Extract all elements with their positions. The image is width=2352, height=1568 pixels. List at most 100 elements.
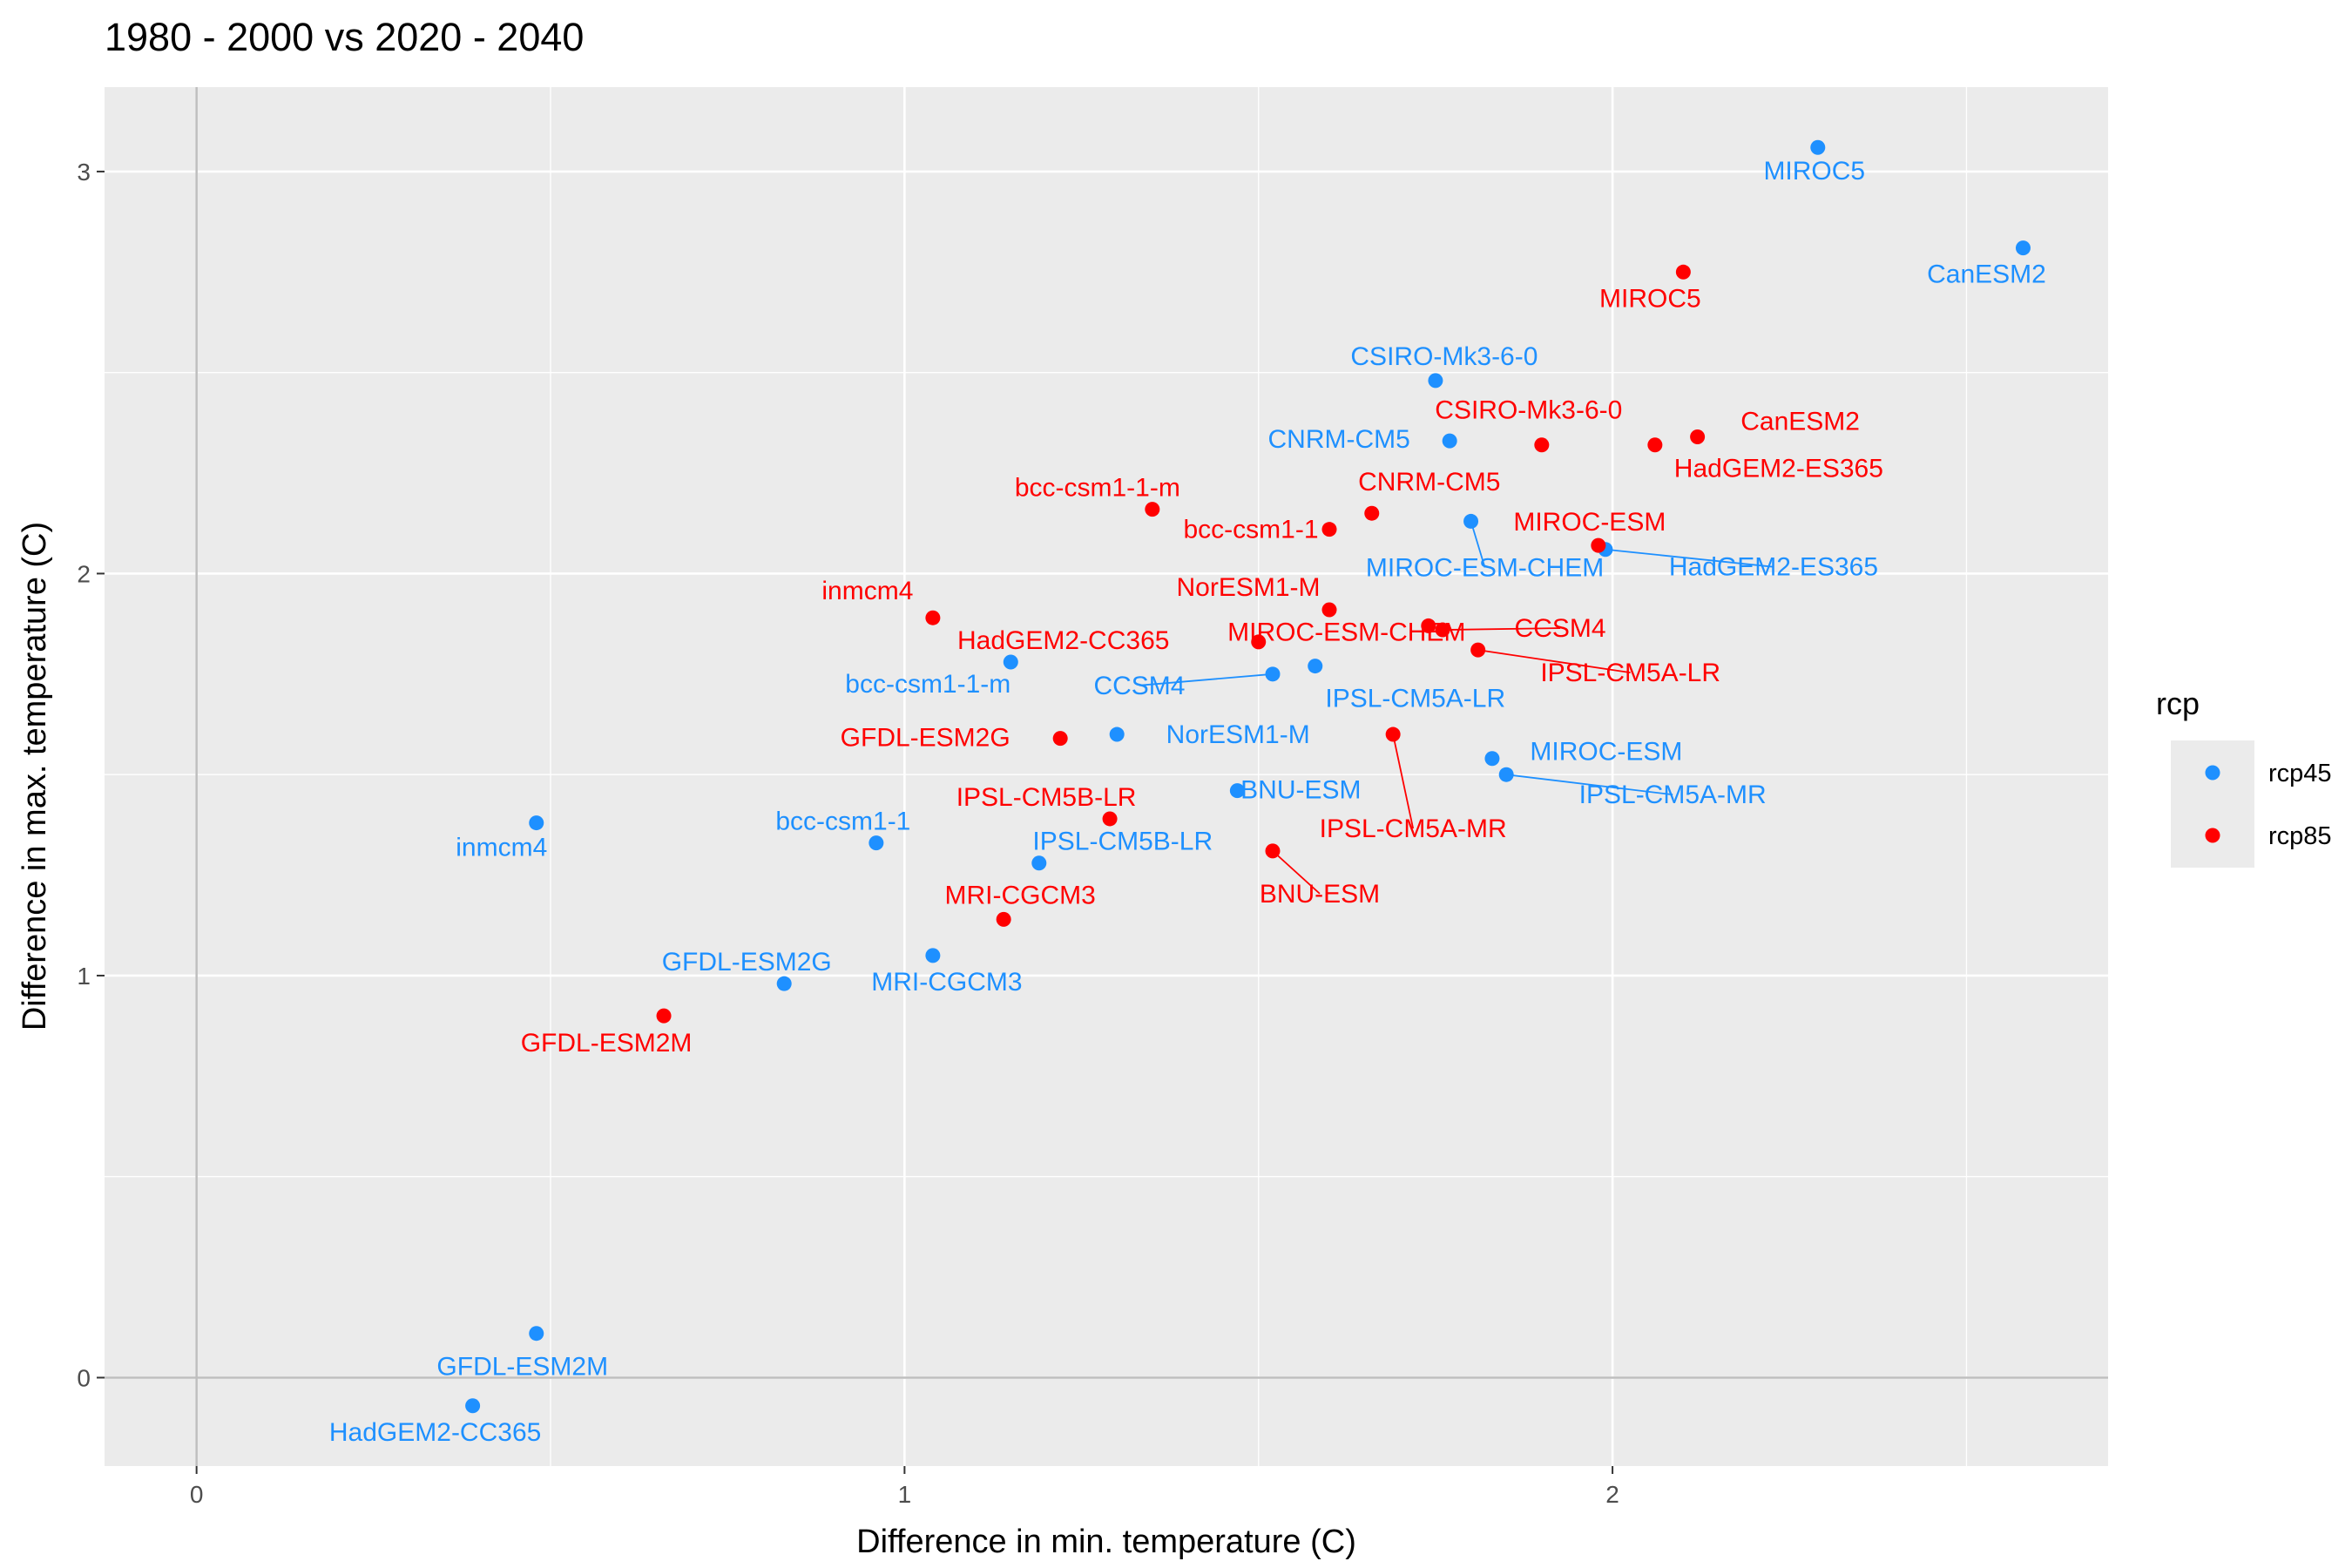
legend-key-background — [2171, 740, 2254, 868]
data-point-rcp45 — [1442, 433, 1457, 449]
point-label-rcp45: GFDL-ESM2G — [662, 948, 832, 977]
x-tick-label: 2 — [1605, 1481, 1619, 1508]
plot-panel — [105, 87, 2108, 1466]
data-point-rcp45 — [465, 1398, 481, 1414]
point-label-rcp45: HadGEM2-CC365 — [329, 1418, 541, 1447]
point-label-rcp45: inmcm4 — [456, 834, 547, 862]
point-label-rcp85: HadGEM2-ES365 — [1674, 455, 1883, 483]
point-label-rcp45: CCSM4 — [1093, 672, 1185, 700]
label-leader-line — [1392, 733, 1415, 829]
point-label-rcp85: CCSM4 — [1515, 614, 1606, 643]
data-point-rcp45 — [1265, 666, 1281, 682]
minor-gridlines — [105, 87, 2108, 1466]
data-point-rcp45 — [1031, 855, 1047, 871]
data-point-rcp85 — [1690, 429, 1706, 445]
label-leader-line — [1272, 850, 1321, 895]
point-label-rcp85: MRI-CGCM3 — [944, 881, 1095, 909]
data-point-rcp45 — [529, 815, 544, 831]
point-label-rcp45: IPSL-CM5A-MR — [1579, 781, 1767, 809]
data-point-rcp45 — [1003, 654, 1018, 670]
point-label-rcp45: GFDL-ESM2M — [436, 1353, 608, 1382]
data-point-rcp85 — [1321, 522, 1337, 537]
data-point-rcp45 — [1428, 373, 1443, 389]
legend-key-rcp45 — [2205, 765, 2220, 781]
data-point-rcp85 — [1145, 502, 1160, 517]
point-label-rcp85: CNRM-CM5 — [1358, 468, 1500, 497]
point-label-rcp45: HadGEM2-ES365 — [1669, 553, 1878, 582]
point-label-rcp45: MIROC5 — [1763, 157, 1865, 186]
point-label-rcp45: IPSL-CM5B-LR — [1032, 828, 1213, 856]
point-label-rcp85: GFDL-ESM2M — [521, 1029, 693, 1058]
point-label-rcp45: BNU-ESM — [1240, 776, 1361, 805]
data-point-rcp85 — [1364, 505, 1380, 521]
data-point-rcp45 — [1810, 139, 1826, 155]
point-label-rcp85: CanESM2 — [1740, 408, 1860, 436]
data-point-rcp45 — [1484, 751, 1500, 767]
point-labels: MIROC5 CanESM2 CSIRO-Mk3-6-0 CNRM-CM5 MIROC-… — [329, 157, 2046, 1447]
label-leader-line — [1443, 627, 1561, 631]
data-point-rcp85 — [1435, 622, 1450, 638]
legend-key-rcp85 — [2205, 828, 2220, 843]
point-label-rcp85: inmcm4 — [821, 577, 913, 605]
point-label-rcp45: IPSL-CM5A-LR — [1325, 685, 1505, 713]
point-label-rcp85: MIROC-ESM — [1513, 508, 1666, 537]
data-point-rcp85 — [1534, 437, 1550, 453]
data-point-rcp85 — [1421, 618, 1436, 633]
data-point-rcp85 — [1321, 602, 1337, 618]
point-label-rcp85: HadGEM2-CC365 — [957, 626, 1169, 655]
label-leader-line — [1470, 521, 1486, 568]
point-label-rcp85: NorESM1-M — [1176, 573, 1320, 602]
data-point-rcp85 — [1470, 642, 1486, 658]
point-label-rcp85: MIROC5 — [1599, 284, 1701, 313]
data-point-rcp45 — [2015, 240, 2031, 256]
data-points — [465, 139, 2031, 1414]
point-label-rcp85: GFDL-ESM2G — [841, 724, 1010, 753]
point-label-rcp45: bcc-csm1-1 — [775, 808, 910, 836]
data-point-rcp45 — [1498, 767, 1514, 782]
point-label-rcp85: BNU-ESM — [1260, 880, 1380, 909]
point-label-rcp45: bcc-csm1-1-m — [845, 670, 1010, 699]
data-point-rcp85 — [1265, 843, 1281, 859]
legend-label-rcp85: rcp85 — [2268, 822, 2332, 850]
y-axis-title: Difference in max. temperature (C) — [17, 522, 53, 1031]
legend-title: rcp — [2156, 686, 2200, 721]
point-label-rcp85: IPSL-CM5B-LR — [956, 783, 1137, 812]
label-leader-lines — [1139, 521, 1774, 895]
data-point-rcp45 — [529, 1326, 544, 1342]
y-tick-label: 1 — [77, 963, 91, 990]
data-point-rcp45 — [1109, 727, 1125, 742]
data-point-rcp85 — [1675, 264, 1691, 280]
data-point-rcp45 — [1229, 783, 1245, 799]
y-axis-ticks: 0 1 2 3 — [77, 159, 105, 1391]
label-leader-line — [1139, 672, 1274, 686]
point-label-rcp85: CSIRO-Mk3-6-0 — [1435, 396, 1622, 425]
point-label-rcp45: CanESM2 — [1927, 260, 2046, 289]
data-point-rcp85 — [1385, 727, 1401, 742]
point-label-rcp45: CSIRO-Mk3-6-0 — [1350, 342, 1538, 371]
point-label-rcp45: NorESM1-M — [1166, 720, 1310, 749]
point-label-rcp45: CNRM-CM5 — [1268, 425, 1410, 454]
point-label-rcp45: MIROC-ESM — [1530, 738, 1682, 767]
point-label-rcp85: IPSL-CM5A-LR — [1540, 659, 1720, 687]
reference-lines — [105, 87, 2108, 1466]
point-label-rcp85: IPSL-CM5A-MR — [1320, 814, 1507, 843]
point-label-rcp45: MIROC-ESM-CHEM — [1366, 553, 1604, 582]
y-tick-label: 0 — [77, 1364, 91, 1391]
data-point-rcp85 — [996, 911, 1011, 927]
point-label-rcp85: bcc-csm1-1-m — [1015, 474, 1180, 503]
point-label-rcp45: MRI-CGCM3 — [871, 968, 1022, 997]
point-label-rcp85: MIROC-ESM-CHEM — [1227, 618, 1465, 646]
label-leader-line — [1506, 774, 1673, 796]
data-point-rcp45 — [868, 835, 884, 851]
y-tick-label: 2 — [77, 560, 91, 587]
data-point-rcp85 — [1591, 537, 1606, 553]
data-point-rcp45 — [925, 948, 941, 963]
x-axis-title: Difference in min. temperature (C) — [856, 1524, 1356, 1560]
point-label-rcp85: bcc-csm1-1 — [1183, 516, 1318, 544]
x-tick-label: 1 — [898, 1481, 912, 1508]
legend: rcp rcp45 rcp85 — [2156, 686, 2332, 868]
data-point-rcp85 — [925, 610, 941, 625]
y-tick-label: 3 — [77, 159, 91, 186]
data-point-rcp85 — [656, 1008, 672, 1024]
